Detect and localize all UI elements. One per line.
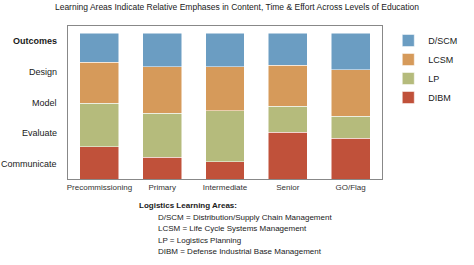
svg-text:LP = Logistics Planning: LP = Logistics Planning: [158, 236, 241, 245]
svg-text:D/SCM = Distribution/Supply Ch: D/SCM = Distribution/Supply Chain Manage…: [158, 213, 332, 222]
svg-text:GO/Flag: GO/Flag: [335, 183, 365, 192]
svg-text:DIBM: DIBM: [428, 93, 451, 103]
svg-text:Intermediate: Intermediate: [203, 183, 248, 192]
svg-text:Senior: Senior: [276, 183, 299, 192]
svg-text:Precommissioning: Precommissioning: [67, 183, 132, 192]
svg-text:Primary: Primary: [148, 183, 176, 192]
svg-text:Communicate: Communicate: [1, 159, 57, 169]
svg-text:D/SCM: D/SCM: [428, 36, 457, 46]
svg-text:DIBM = Defense Industrial Base: DIBM = Defense Industrial Base Managemen…: [158, 247, 322, 256]
svg-text:LCSM = Life Cycle Systems Mana: LCSM = Life Cycle Systems Management: [158, 224, 307, 233]
svg-text:Evaluate: Evaluate: [22, 128, 57, 138]
svg-text:Outcomes: Outcomes: [13, 36, 57, 46]
svg-text:LP: LP: [428, 74, 439, 84]
svg-text:Design: Design: [29, 67, 57, 77]
svg-text:LCSM: LCSM: [428, 55, 453, 65]
svg-text:Model: Model: [32, 98, 57, 108]
svg-text:Logistics Learning Areas:: Logistics Learning Areas:: [139, 201, 237, 210]
svg-text:Learning Areas Indicate Relati: Learning Areas Indicate Relative Emphase…: [55, 2, 419, 12]
